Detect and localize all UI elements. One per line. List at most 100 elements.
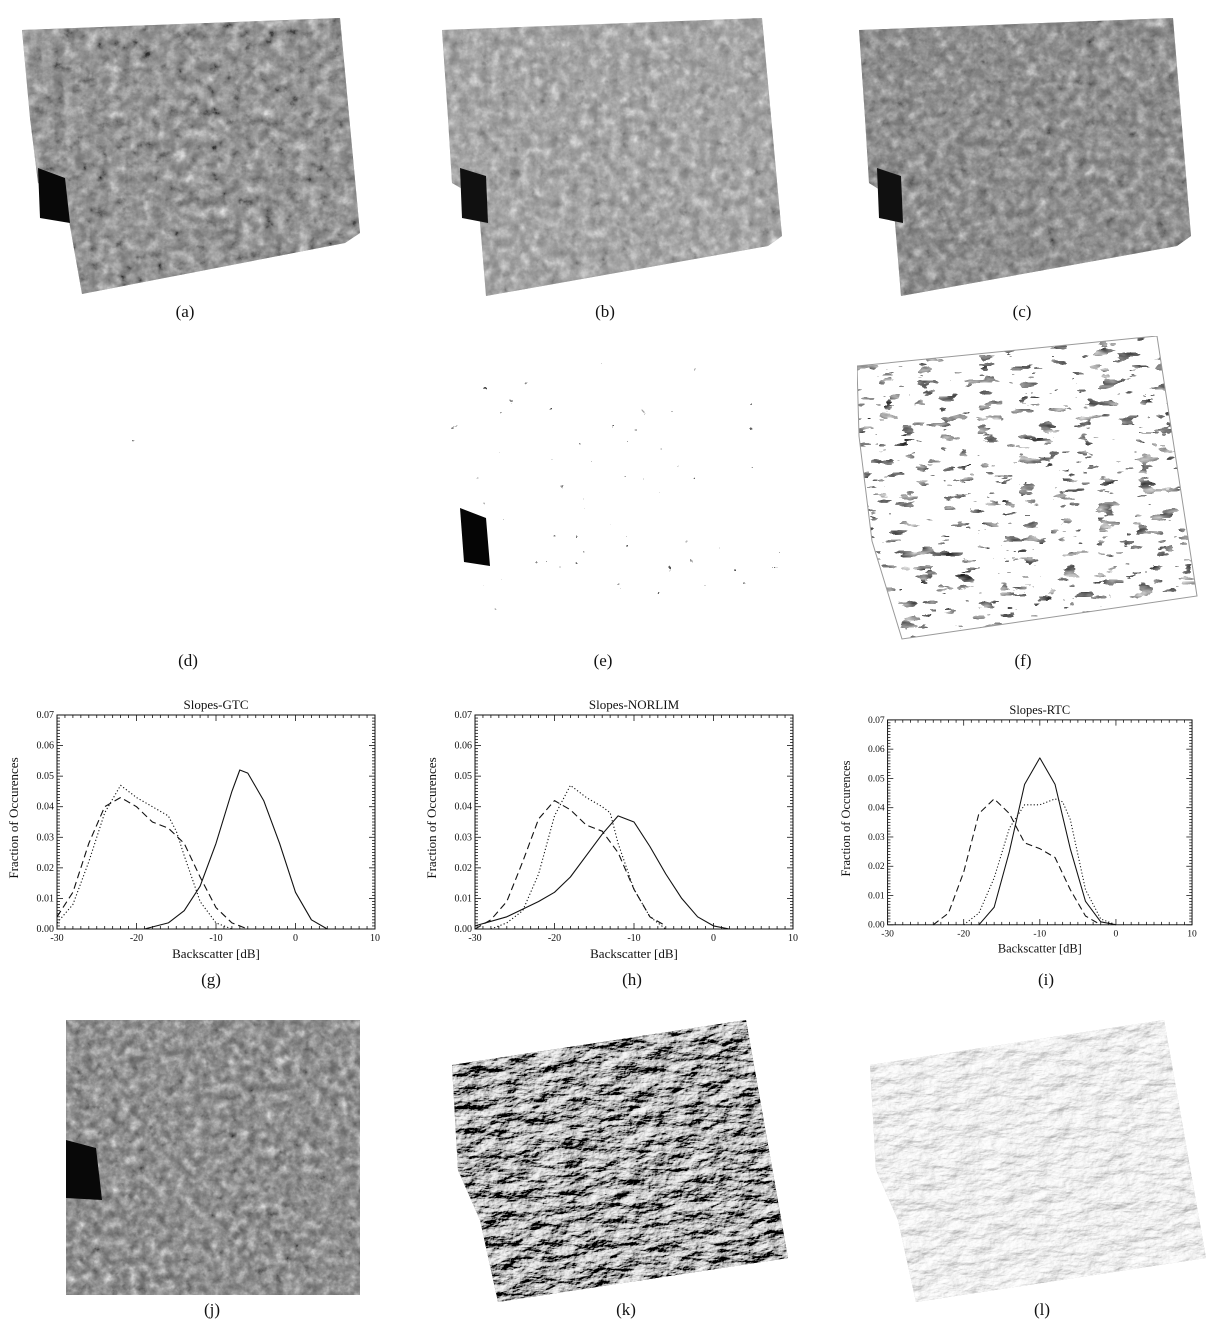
chart-title: Slopes-RTC	[1009, 703, 1070, 717]
series-line-dashed	[56, 796, 248, 930]
caption-a: (a)	[175, 302, 195, 321]
y-tick-label: 0.03	[455, 832, 473, 843]
y-tick-label: 0.02	[455, 863, 473, 874]
y-tick-label: 0.00	[37, 924, 55, 935]
x-tick-label: -30	[468, 933, 481, 944]
y-tick-label: 0.00	[455, 924, 473, 935]
y-tick-label: 0.03	[37, 832, 55, 843]
caption-l: (l)	[1033, 1300, 1051, 1319]
panel-j	[66, 1020, 360, 1295]
series-line-dashed	[474, 800, 667, 930]
y-axis-label: Fraction of Occurences	[6, 757, 21, 878]
sar-image-b	[442, 18, 782, 296]
series-line-dotted	[490, 784, 667, 930]
lake-region	[460, 508, 490, 566]
y-tick-label: 0.07	[455, 710, 473, 721]
chart-title: Slopes-GTC	[184, 697, 249, 712]
series-line-solid	[978, 757, 1117, 926]
shaded-relief-k	[452, 1020, 788, 1302]
y-tick-label: 0.01	[868, 890, 885, 901]
y-tick-label: 0.01	[455, 893, 473, 904]
y-tick-label: 0.07	[37, 710, 55, 721]
caption-i: (i)	[1037, 970, 1055, 989]
x-tick-label: -30	[50, 933, 63, 944]
caption-d: (d)	[178, 651, 198, 670]
x-tick-label: -30	[881, 928, 894, 939]
y-tick-label: 0.01	[37, 893, 55, 904]
panel-d	[38, 338, 378, 638]
y-tick-label: 0.03	[868, 832, 885, 843]
caption-h: (h)	[622, 970, 642, 989]
x-tick-label: -10	[209, 933, 222, 944]
x-tick-label: -20	[130, 933, 143, 944]
caption-f: (f)	[1014, 651, 1032, 670]
sar-image-j	[66, 1020, 360, 1295]
x-tick-label: 10	[788, 933, 798, 944]
y-tick-label: 0.06	[455, 741, 473, 752]
caption-e: (e)	[593, 651, 613, 670]
panel-e	[440, 340, 785, 640]
x-tick-label: 10	[1187, 928, 1197, 939]
series-line-dashed	[932, 798, 1101, 926]
x-axis-label: Backscatter [dB]	[998, 942, 1082, 956]
shaded-relief-l	[870, 1020, 1206, 1302]
x-tick-label: 0	[1114, 928, 1119, 939]
binary-mask-d	[38, 338, 378, 638]
x-tick-label: 10	[370, 933, 380, 944]
series-line-solid	[144, 769, 328, 930]
binary-mask-f	[856, 335, 1207, 641]
y-axis-label: Fraction of Occurences	[839, 760, 853, 876]
x-tick-label: -20	[957, 928, 970, 939]
panel-g: Slopes-GTC -30 -20 -10 0 10 0.00 0.01 0.02 0.03 0…	[0, 695, 400, 965]
y-tick-label: 0.04	[868, 803, 885, 814]
y-axis-label: Fraction of Occurences	[424, 757, 439, 878]
panel-c	[857, 18, 1197, 298]
caption-g: (g)	[201, 970, 221, 989]
binary-mask-e	[440, 340, 785, 640]
lake-region	[460, 168, 488, 223]
x-tick-label: -10	[1033, 928, 1046, 939]
x-tick-label: -10	[627, 933, 640, 944]
y-tick-label: 0.05	[868, 773, 885, 784]
y-tick-label: 0.02	[868, 861, 885, 872]
sar-image-a	[22, 18, 360, 294]
histogram-chart-i: Slopes-RTC -30 -20 -10 0 10 0.00 0.01 0.02 0.03 0…	[839, 703, 1197, 956]
x-axis-label: Backscatter [dB]	[590, 946, 678, 961]
x-tick-label: 0	[293, 933, 298, 944]
caption-c: (c)	[1012, 302, 1032, 321]
y-tick-label: 0.02	[37, 863, 55, 874]
y-tick-label: 0.05	[37, 771, 55, 782]
histogram-chart-h: Slopes-NORLIM -30 -20 -10 0 10 0.00 0.01 0.02 0.…	[424, 697, 798, 961]
caption-j: (j)	[203, 1300, 221, 1319]
series-line-dotted	[963, 798, 1117, 926]
lake-region	[38, 168, 70, 223]
panel-b	[440, 18, 785, 298]
series-line-solid	[474, 815, 746, 930]
lake-region	[877, 168, 903, 223]
panel-f	[856, 335, 1207, 641]
panel-l	[868, 1020, 1208, 1302]
caption-b: (b)	[595, 302, 615, 321]
y-tick-label: 0.06	[868, 744, 885, 755]
y-tick-label: 0.06	[37, 741, 55, 752]
panel-i: Slopes-RTC -30 -20 -10 0 10 0.00 0.01 0.02 0.03 0…	[833, 695, 1216, 965]
plot-frame	[56, 714, 376, 930]
panel-k	[450, 1020, 790, 1302]
chart-title: Slopes-NORLIM	[589, 697, 680, 712]
panel-a	[20, 18, 365, 296]
panel-h: Slopes-NORLIM -30 -20 -10 0 10 0.00 0.01 0.02 0.…	[418, 695, 818, 965]
x-axis-label: Backscatter [dB]	[172, 946, 260, 961]
plot-frame	[887, 719, 1193, 926]
x-tick-label: -20	[548, 933, 561, 944]
y-tick-label: 0.07	[868, 715, 885, 726]
sar-image-c	[859, 18, 1191, 296]
histogram-chart-g: Slopes-GTC -30 -20 -10 0 10 0.00 0.01 0.02 0.03 0…	[6, 697, 380, 961]
caption-k: (k)	[616, 1300, 636, 1319]
series-line-dotted	[56, 784, 233, 930]
x-tick-label: 0	[711, 933, 716, 944]
y-tick-label: 0.00	[868, 920, 885, 931]
y-tick-label: 0.04	[37, 802, 55, 813]
lake-region	[66, 1140, 102, 1200]
y-tick-label: 0.04	[455, 802, 473, 813]
